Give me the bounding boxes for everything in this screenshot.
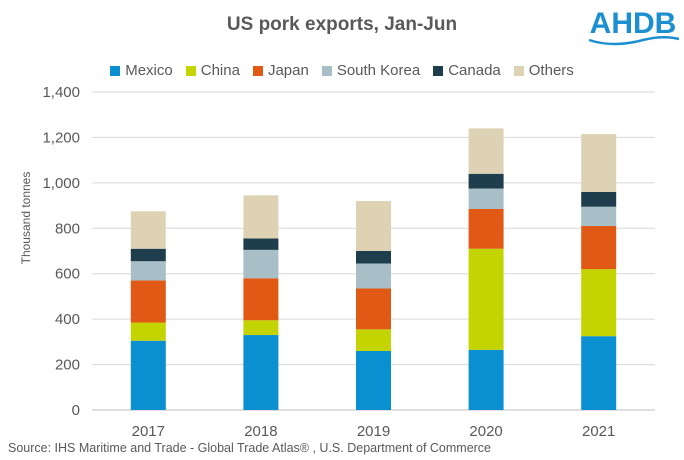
bar-segment-mexico-2017 (130, 340, 166, 410)
y-tick-label: 1,400 (42, 84, 80, 101)
bar-segment-china-2021 (581, 269, 617, 337)
y-tick-labels: 0 200 400 600 800 1,000 1,200 1,400 (42, 84, 80, 419)
bar-segment-canada-2021 (581, 191, 617, 207)
y-tick-label: 0 (72, 402, 80, 419)
y-axis-title: Thousand tonnes (19, 172, 33, 265)
bar-segment-south-korea-2018 (243, 249, 279, 279)
bar-segment-south-korea-2017 (130, 261, 166, 281)
bar-segment-japan-2019 (356, 288, 391, 330)
legend-label: China (200, 62, 240, 79)
bar-segment-canada-2020 (468, 173, 504, 189)
bar-segment-japan-2017 (130, 280, 166, 323)
legend-swatch (321, 65, 332, 76)
y-tick-label: 200 (55, 357, 80, 374)
legend-swatch (252, 65, 263, 76)
bar-segment-canada-2017 (130, 248, 166, 262)
bar-segment-japan-2020 (468, 208, 504, 249)
bar-segment-mexico-2019 (356, 350, 391, 410)
bar-segment-others-2020 (468, 128, 504, 174)
bar-segment-others-2021 (581, 134, 617, 192)
bar-segment-south-korea-2021 (581, 206, 617, 227)
bar-segment-china-2018 (243, 320, 279, 336)
legend-item: China (185, 62, 240, 79)
bar-segment-china-2017 (130, 322, 166, 341)
bar-segment-others-2017 (130, 211, 166, 249)
y-tick-label: 800 (55, 220, 80, 237)
legend-item: South Korea (321, 62, 421, 79)
bar-segment-japan-2018 (243, 278, 279, 321)
bar-segment-mexico-2020 (468, 349, 504, 410)
legend-label: Canada (448, 62, 501, 79)
bar-segment-japan-2021 (581, 226, 617, 270)
legend-swatch (433, 65, 444, 76)
bar-segment-china-2019 (356, 329, 391, 351)
bar-segment-canada-2019 (356, 251, 391, 264)
legend-label: South Korea (336, 62, 421, 79)
ahdb-logo: AHDB (588, 7, 680, 46)
x-tick-labels: 2017 2018 2019 2020 2021 (132, 423, 616, 440)
x-tick-label: 2019 (357, 423, 390, 440)
logo-swoosh (588, 36, 680, 46)
x-tick-label: 2020 (469, 423, 502, 440)
bar-segment-south-korea-2020 (468, 188, 504, 209)
chart-title: US pork exports, Jan-Jun (226, 14, 458, 35)
x-tick-label: 2021 (582, 423, 615, 440)
x-tick-label: 2017 (132, 423, 165, 440)
y-tick-label: 400 (55, 311, 80, 328)
bar-segment-canada-2018 (243, 238, 279, 250)
y-tick-label: 600 (55, 266, 80, 283)
legend-item: Others (513, 62, 574, 79)
legend-swatch (513, 65, 524, 76)
legend-label: Others (528, 62, 574, 79)
legend-label: Japan (267, 62, 309, 79)
legend-item: Japan (252, 62, 309, 79)
bar-segment-mexico-2021 (581, 336, 617, 410)
source-note: Source: IHS Maritime and Trade - Global … (8, 441, 492, 455)
bar-segment-others-2018 (243, 195, 279, 239)
legend-swatch (110, 65, 121, 76)
y-tick-label: 1,200 (42, 129, 80, 146)
legend-item: Canada (433, 62, 501, 79)
y-tick-label: 1,000 (42, 175, 80, 192)
legend-swatch (185, 65, 196, 76)
logo-text: AHDB (590, 7, 677, 40)
legend-label: Mexico (125, 62, 173, 79)
bar-segment-mexico-2018 (243, 335, 279, 410)
bar-segment-others-2019 (356, 201, 391, 251)
x-tick-label: 2018 (244, 423, 277, 440)
legend-item: Mexico (110, 62, 173, 79)
bar-segment-south-korea-2019 (356, 263, 391, 289)
chart-legend: Mexico China Japan South Korea Canada Others (0, 62, 684, 79)
bar-segment-china-2020 (468, 248, 504, 350)
bars (130, 128, 617, 410)
